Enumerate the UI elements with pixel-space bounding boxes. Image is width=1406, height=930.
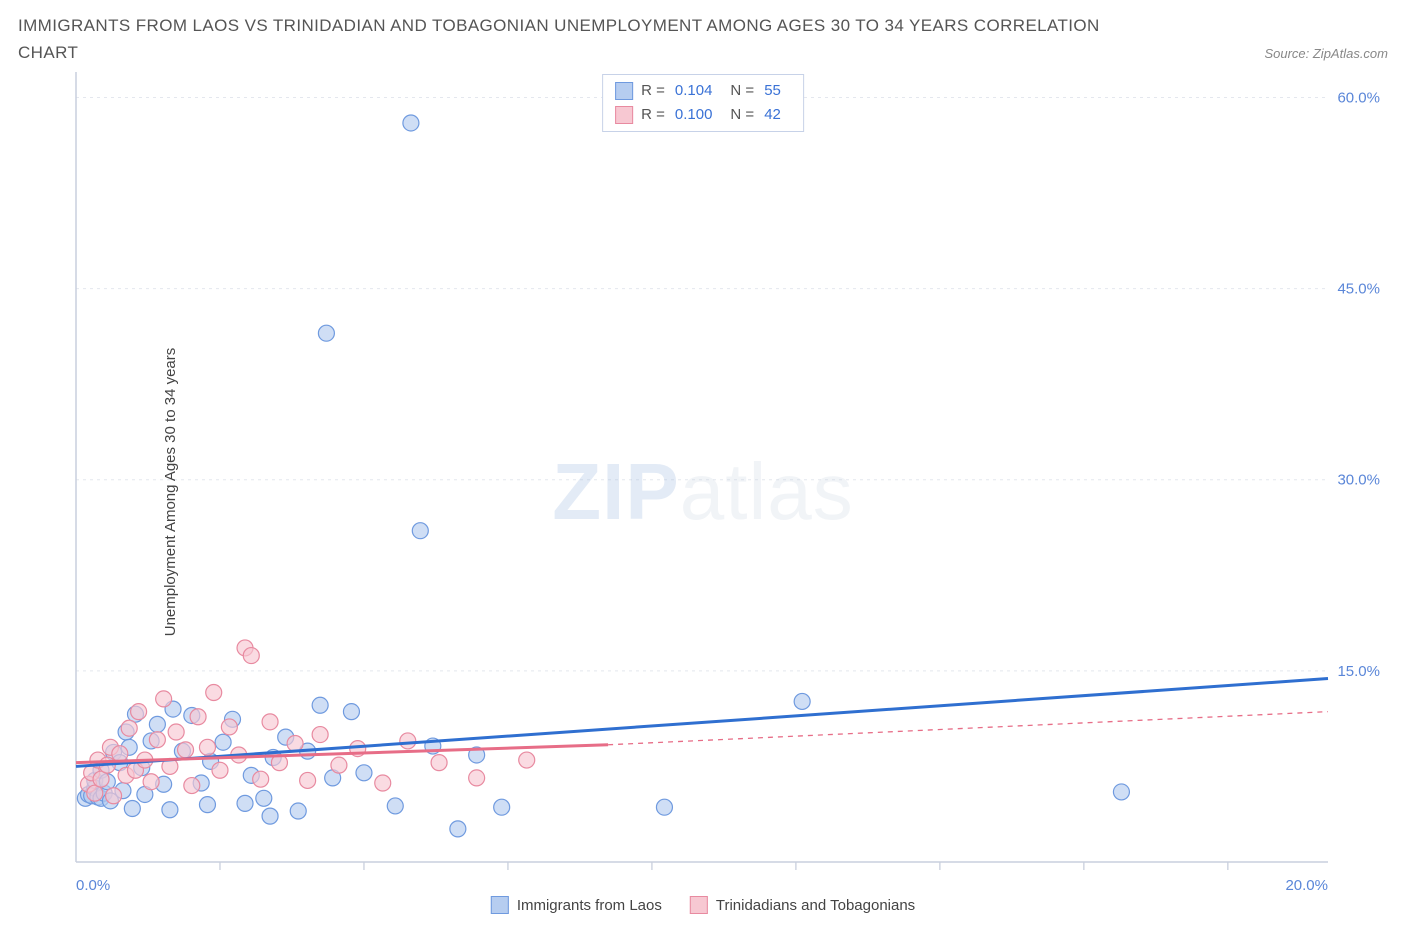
x-tick-label: 0.0% [76,877,110,894]
data-point-laos [215,735,231,751]
y-axis-label: Unemployment Among Ages 30 to 34 years [162,348,179,637]
data-point-laos [162,802,178,818]
data-point-trinidad [131,704,147,720]
data-point-laos [356,765,372,781]
data-point-laos [794,694,810,710]
data-point-laos [412,523,428,539]
data-point-trinidad [178,742,194,758]
data-point-trinidad [168,724,184,740]
data-point-laos [262,809,278,825]
swatch-trinidad [690,896,708,914]
data-point-laos [1113,784,1129,800]
n-value-laos: 55 [764,79,781,103]
data-point-laos [318,326,334,342]
stats-legend: R = 0.104 N = 55 R = 0.100 N = 42 [602,74,804,132]
x-tick-label: 20.0% [1285,877,1328,894]
source-attribution: Source: ZipAtlas.com [1264,12,1388,61]
data-point-laos [656,800,672,816]
r-label: R = [641,103,665,127]
y-tick-label: 15.0% [1337,663,1380,680]
data-point-trinidad [431,755,447,771]
trend-line-ext-trinidad [608,712,1328,745]
stats-row-laos: R = 0.104 N = 55 [615,79,791,103]
chart-container: Unemployment Among Ages 30 to 34 years Z… [18,72,1388,912]
data-point-trinidad [253,772,269,788]
scatter-chart: 15.0% 30.0% 45.0% 60.0% 0.0% 20.0% [18,72,1388,912]
data-point-laos [387,798,403,814]
chart-title: IMMIGRANTS FROM LAOS VS TRINIDADIAN AND … [18,12,1118,66]
swatch-trinidad [615,106,633,124]
data-point-trinidad [199,740,215,756]
data-point-trinidad [112,746,128,762]
data-point-trinidad [287,736,303,752]
data-point-laos [312,698,328,714]
data-point-laos [494,800,510,816]
legend-item-trinidad: Trinidadians and Tobagonians [690,896,915,914]
data-point-trinidad [519,752,535,768]
data-point-trinidad [190,709,206,725]
data-point-trinidad [106,788,122,804]
swatch-laos [491,896,509,914]
r-value-laos: 0.104 [675,79,713,103]
data-point-laos [124,801,140,817]
y-tick-label: 45.0% [1337,281,1380,298]
data-point-trinidad [243,648,259,664]
data-point-trinidad [149,732,165,748]
data-point-trinidad [212,763,228,779]
data-point-laos [149,717,165,733]
data-point-trinidad [312,727,328,743]
legend-label-laos: Immigrants from Laos [517,897,662,914]
n-label: N = [730,79,754,103]
y-tick-label: 30.0% [1337,472,1380,489]
data-point-laos [256,791,272,807]
data-point-trinidad [221,719,237,735]
n-label: N = [730,103,754,127]
r-value-trinidad: 0.100 [675,103,713,127]
data-point-laos [290,803,306,819]
data-point-laos [403,115,419,131]
data-point-trinidad [206,685,222,701]
data-point-trinidad [121,721,137,737]
r-label: R = [641,79,665,103]
data-point-trinidad [262,714,278,730]
data-point-laos [199,797,215,813]
y-tick-label: 60.0% [1337,90,1380,107]
data-point-trinidad [300,773,316,789]
data-point-trinidad [184,778,200,794]
data-point-trinidad [469,770,485,786]
data-point-laos [450,821,466,837]
data-point-trinidad [156,691,172,707]
data-point-trinidad [400,733,416,749]
n-value-trinidad: 42 [764,103,781,127]
legend-label-trinidad: Trinidadians and Tobagonians [716,897,915,914]
swatch-laos [615,82,633,100]
series-legend: Immigrants from Laos Trinidadians and Tob… [491,896,915,914]
data-point-trinidad [331,758,347,774]
data-point-laos [237,796,253,812]
data-point-laos [343,704,359,720]
stats-row-trinidad: R = 0.100 N = 42 [615,103,791,127]
data-point-trinidad [375,775,391,791]
data-point-trinidad [143,774,159,790]
legend-item-laos: Immigrants from Laos [491,896,662,914]
